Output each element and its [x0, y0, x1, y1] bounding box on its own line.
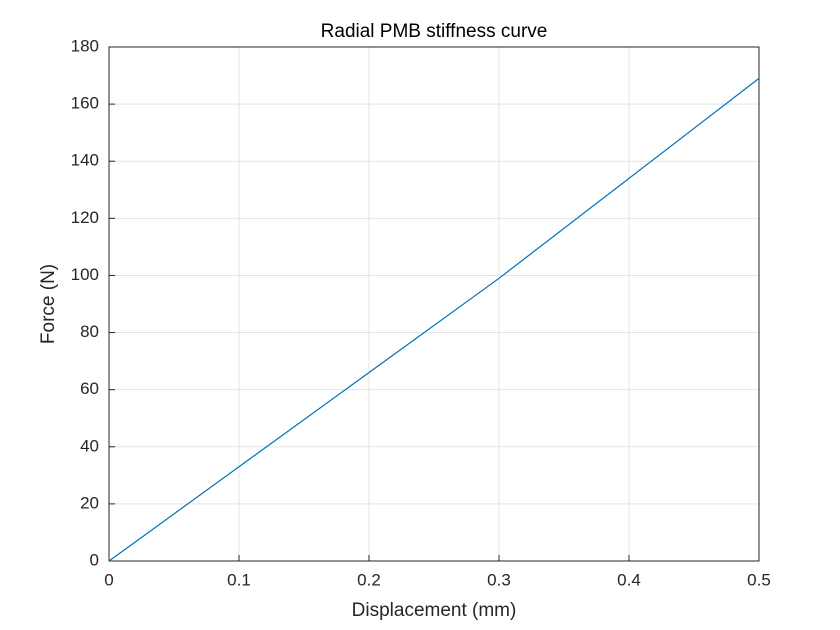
- y-tick-label: 20: [80, 493, 99, 512]
- y-tick-label: 140: [71, 151, 99, 170]
- y-tick-label: 60: [80, 379, 99, 398]
- y-tick-label: 0: [90, 550, 99, 569]
- y-tick-label: 40: [80, 436, 99, 455]
- x-tick-label: 0.5: [747, 570, 771, 589]
- x-tick-label: 0.1: [227, 570, 251, 589]
- y-tick-label: 160: [71, 94, 99, 113]
- x-tick-label: 0.4: [617, 570, 641, 589]
- plot-frame: [108, 46, 760, 562]
- x-tick-label: 0: [104, 570, 113, 589]
- y-axis-label: Force (N): [38, 264, 59, 344]
- y-tick-label: 180: [71, 36, 99, 55]
- y-tick-label: 100: [71, 265, 99, 284]
- y-tick-label: 120: [71, 208, 99, 227]
- x-axis-label: Displacement (mm): [352, 600, 517, 621]
- x-tick-label: 0.3: [487, 570, 511, 589]
- data-line: [108, 77, 760, 562]
- y-tick-label: 80: [80, 322, 99, 341]
- x-tick-label: 0.2: [357, 570, 381, 589]
- chart-title: Radial PMB stiffness curve: [321, 21, 548, 42]
